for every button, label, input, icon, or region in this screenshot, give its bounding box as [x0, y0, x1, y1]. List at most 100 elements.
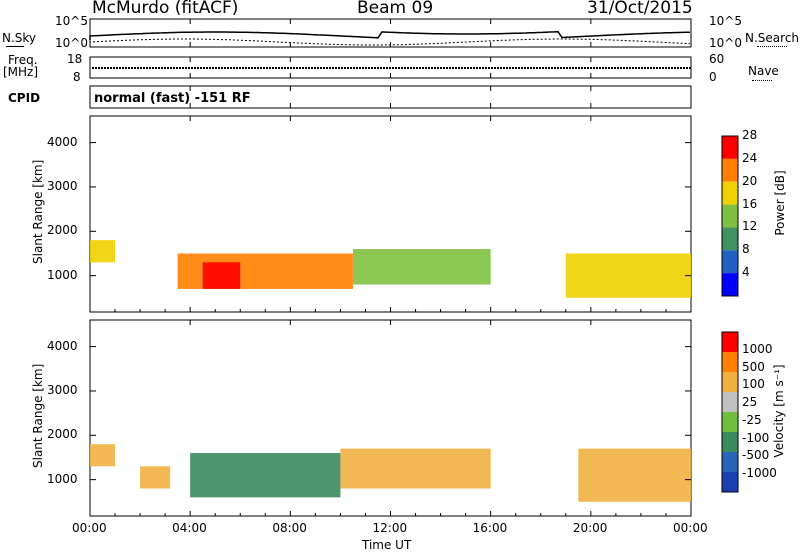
- freq-point: [131, 67, 133, 69]
- freq-point: [524, 67, 526, 69]
- freq-point: [647, 67, 649, 69]
- colorbar-segment: [722, 352, 738, 372]
- freq-point: [551, 67, 553, 69]
- freq-point: [251, 67, 253, 69]
- velocity-colorbar-tick: -1000: [742, 466, 777, 481]
- freq-point: [686, 67, 688, 69]
- power-colorbar-tick: 8: [742, 242, 750, 257]
- y-tick-label: 2000: [47, 223, 78, 238]
- nsearch-tick-top: 10^5: [709, 14, 742, 28]
- freq-point: [113, 67, 115, 69]
- freq-tick-bottom: 8: [73, 70, 81, 84]
- station-title: McMurdo (fitACF): [92, 0, 239, 18]
- power-region: [352, 249, 491, 285]
- freq-point: [359, 67, 361, 69]
- power-region: [90, 240, 116, 263]
- freq-label: Freq.: [8, 53, 38, 67]
- freq-unit-label: [MHz]: [3, 65, 39, 79]
- colorbar-segment: [722, 250, 738, 274]
- freq-point: [491, 67, 493, 69]
- nsearch-tick-bottom: 10^0: [709, 36, 742, 50]
- freq-point: [509, 67, 511, 69]
- colorbar-segment: [722, 392, 738, 412]
- freq-point: [320, 67, 322, 69]
- freq-point: [281, 67, 283, 69]
- freq-point: [290, 67, 292, 69]
- nave-label: Nave: [748, 64, 779, 78]
- y-tick-label: 1000: [47, 267, 78, 282]
- velocity-colorbar-tick: 100: [742, 377, 765, 392]
- freq-point: [149, 67, 151, 69]
- freq-point: [680, 67, 682, 69]
- freq-point: [497, 67, 499, 69]
- freq-point: [662, 67, 664, 69]
- freq-point: [428, 67, 430, 69]
- freq-point: [269, 67, 271, 69]
- freq-point: [431, 67, 433, 69]
- freq-point: [443, 67, 445, 69]
- freq-tick-top: 18: [67, 52, 83, 66]
- freq-point: [602, 67, 604, 69]
- freq-point: [599, 67, 601, 69]
- freq-point: [578, 67, 580, 69]
- power-region: [202, 262, 241, 289]
- freq-point: [176, 67, 178, 69]
- freq-point: [356, 67, 358, 69]
- x-tick-label: 00:00: [72, 521, 107, 535]
- freq-point: [539, 67, 541, 69]
- freq-trace: [92, 67, 691, 69]
- freq-point: [386, 67, 388, 69]
- velocity-region: [190, 453, 341, 498]
- freq-point: [287, 67, 289, 69]
- cpid-text: normal (fast) -151 RF: [94, 91, 251, 106]
- velocity-colorbar-tick: -100: [742, 430, 770, 445]
- freq-point: [191, 67, 193, 69]
- freq-point: [350, 67, 352, 69]
- freq-point: [212, 67, 214, 69]
- power-colorbar-tick: 12: [742, 219, 758, 234]
- freq-point: [584, 67, 586, 69]
- y-tick-label: 1000: [47, 471, 78, 486]
- freq-point: [464, 67, 466, 69]
- velocity-colorbar-tick: -25: [742, 412, 762, 427]
- freq-point: [626, 67, 628, 69]
- freq-point: [398, 67, 400, 69]
- freq-point: [470, 67, 472, 69]
- velocity-colorbar-tick: 500: [742, 359, 765, 374]
- freq-point: [161, 67, 163, 69]
- power-colorbar-tick: 4: [742, 265, 750, 280]
- nsearch-trace: [89, 38, 691, 46]
- freq-point: [485, 67, 487, 69]
- freq-point: [92, 67, 94, 69]
- freq-point: [641, 67, 643, 69]
- freq-point: [254, 67, 256, 69]
- freq-point: [95, 67, 97, 69]
- freq-point: [125, 67, 127, 69]
- freq-point: [221, 67, 223, 69]
- y-tick-label: 2000: [47, 427, 78, 442]
- freq-point: [380, 67, 382, 69]
- nsky-tick-bottom: 10^0: [55, 36, 88, 50]
- freq-point: [635, 67, 637, 69]
- colorbar-segment: [722, 227, 738, 251]
- power-colorbar-label: Power [dB]: [773, 170, 787, 236]
- freq-point: [164, 67, 166, 69]
- freq-point: [677, 67, 679, 69]
- nave-tick-top: 60: [709, 52, 725, 66]
- date-title: 31/Oct/2015: [587, 0, 693, 18]
- freq-point: [140, 67, 142, 69]
- velocity-data: [90, 444, 691, 502]
- x-tick-label: 16:00: [472, 521, 508, 535]
- velocity-region: [90, 444, 116, 467]
- freq-point: [515, 67, 517, 69]
- freq-point: [266, 67, 268, 69]
- freq-point: [482, 67, 484, 69]
- power-colorbar-tick: 24: [742, 150, 758, 165]
- freq-point: [656, 67, 658, 69]
- colorbar-segment: [722, 412, 738, 432]
- freq-point: [548, 67, 550, 69]
- x-tick-label: 00:00: [673, 521, 708, 535]
- nsky-traces: [89, 30, 691, 46]
- freq-point: [185, 67, 187, 69]
- freq-point: [488, 67, 490, 69]
